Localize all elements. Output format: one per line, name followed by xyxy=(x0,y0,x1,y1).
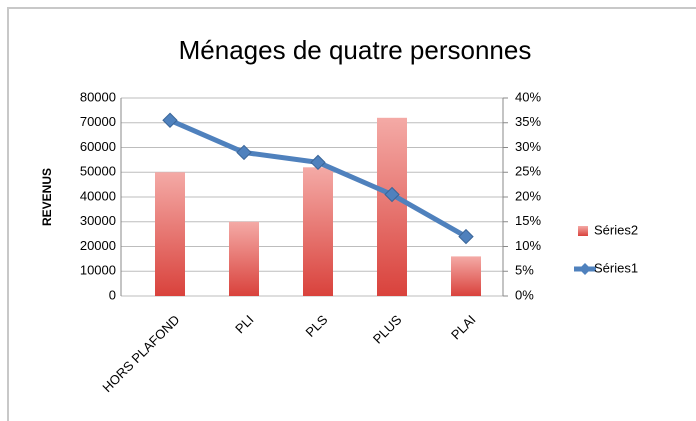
marker xyxy=(310,154,326,171)
y2-tick-label: 30% xyxy=(515,139,541,154)
chart-frame xyxy=(7,7,696,421)
y-tick-label: 20000 xyxy=(80,238,116,253)
y-tick-label: 70000 xyxy=(80,114,116,129)
bar xyxy=(451,256,481,296)
legend-marker xyxy=(579,263,591,275)
marker xyxy=(236,144,252,161)
bar xyxy=(377,117,407,296)
y-tick-label: 60000 xyxy=(80,139,116,154)
y2-tick-label: 5% xyxy=(515,263,534,278)
y-tick-label: 40000 xyxy=(80,188,116,203)
y-tick-label: 80000 xyxy=(80,89,116,104)
y2-tick-label: 20% xyxy=(515,188,541,203)
legend-label: Séries2 xyxy=(594,222,638,237)
legend-label: Séries1 xyxy=(594,260,638,275)
y2-tick-label: 15% xyxy=(515,213,541,228)
y2-tick-label: 35% xyxy=(515,114,541,129)
chart-title: Ménages de quatre personnes xyxy=(179,35,532,65)
y2-tick-label: 25% xyxy=(515,164,541,179)
y-tick-label: 50000 xyxy=(80,164,116,179)
legend-key xyxy=(578,226,588,236)
marker xyxy=(162,112,178,128)
y2-tick-label: 0% xyxy=(515,287,534,302)
y-tick-label: 0 xyxy=(109,287,116,302)
y-tick-label: 10000 xyxy=(80,263,116,278)
bar xyxy=(155,172,185,296)
y-axis-label: REVENUS xyxy=(40,168,54,226)
y2-tick-label: 10% xyxy=(515,238,541,253)
y-tick-label: 30000 xyxy=(80,213,116,228)
marker xyxy=(458,228,474,245)
bar xyxy=(229,221,259,296)
y2-tick-label: 40% xyxy=(515,89,541,104)
bar xyxy=(303,167,333,296)
marker xyxy=(384,186,400,203)
